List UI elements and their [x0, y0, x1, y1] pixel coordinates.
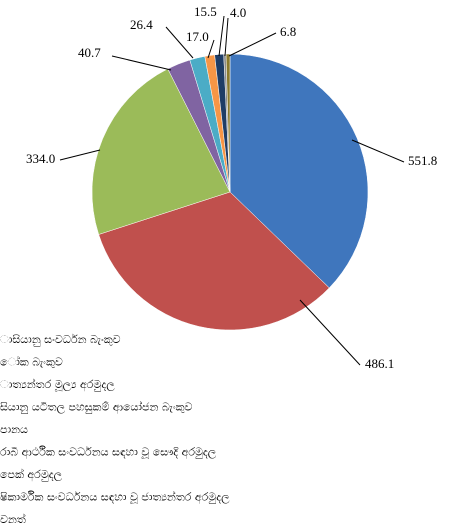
data-label: 551.8	[408, 153, 437, 168]
legend-label: රාබි ආර්ථික සංවර්ධනය සඳහා වූ සෞදි අරමුදල	[0, 446, 217, 460]
data-label: 486.1	[365, 356, 394, 371]
data-label: 40.7	[78, 45, 101, 60]
data-label: 15.5	[194, 4, 217, 19]
legend-label: වනත්	[0, 512, 26, 526]
legend-label: ාසියානු සංවර්ධන බැංකුව	[0, 333, 121, 346]
pie-slice	[229, 53, 369, 289]
leader-line	[207, 39, 215, 59]
leader-line	[299, 299, 361, 366]
legend-label: පානය	[0, 423, 28, 436]
leader-line	[165, 26, 194, 59]
data-label: 6.8	[280, 24, 296, 39]
leader-line	[351, 139, 405, 163]
data-label: 17.0	[186, 29, 209, 44]
leader-line	[59, 149, 101, 161]
legend-label: පෙක් අරමුදල	[0, 467, 63, 482]
legend-label: ාත්‍යන්තර මූල්‍ය අරමුදල	[0, 377, 115, 392]
data-label: 26.4	[130, 17, 153, 32]
data-label: 4.0	[230, 5, 246, 20]
leader-line	[111, 55, 172, 71]
legend-label: සියානු යටිතල පහසුකම් ආයෝජන බැංකුව	[0, 400, 193, 415]
leader-line	[228, 32, 277, 57]
leader-line	[224, 17, 229, 57]
leader-line	[218, 15, 225, 57]
legend-label: ෂිකාර්මික සංවර්ධනය සඳහා වූ ජාත්‍යන්තර අර…	[0, 489, 230, 504]
pie-slice	[91, 68, 231, 235]
pie-slice	[98, 191, 330, 331]
pie-slice	[225, 53, 231, 193]
data-label: 334.0	[26, 151, 55, 166]
legend-label: ෝක බැංකුව	[0, 355, 63, 369]
